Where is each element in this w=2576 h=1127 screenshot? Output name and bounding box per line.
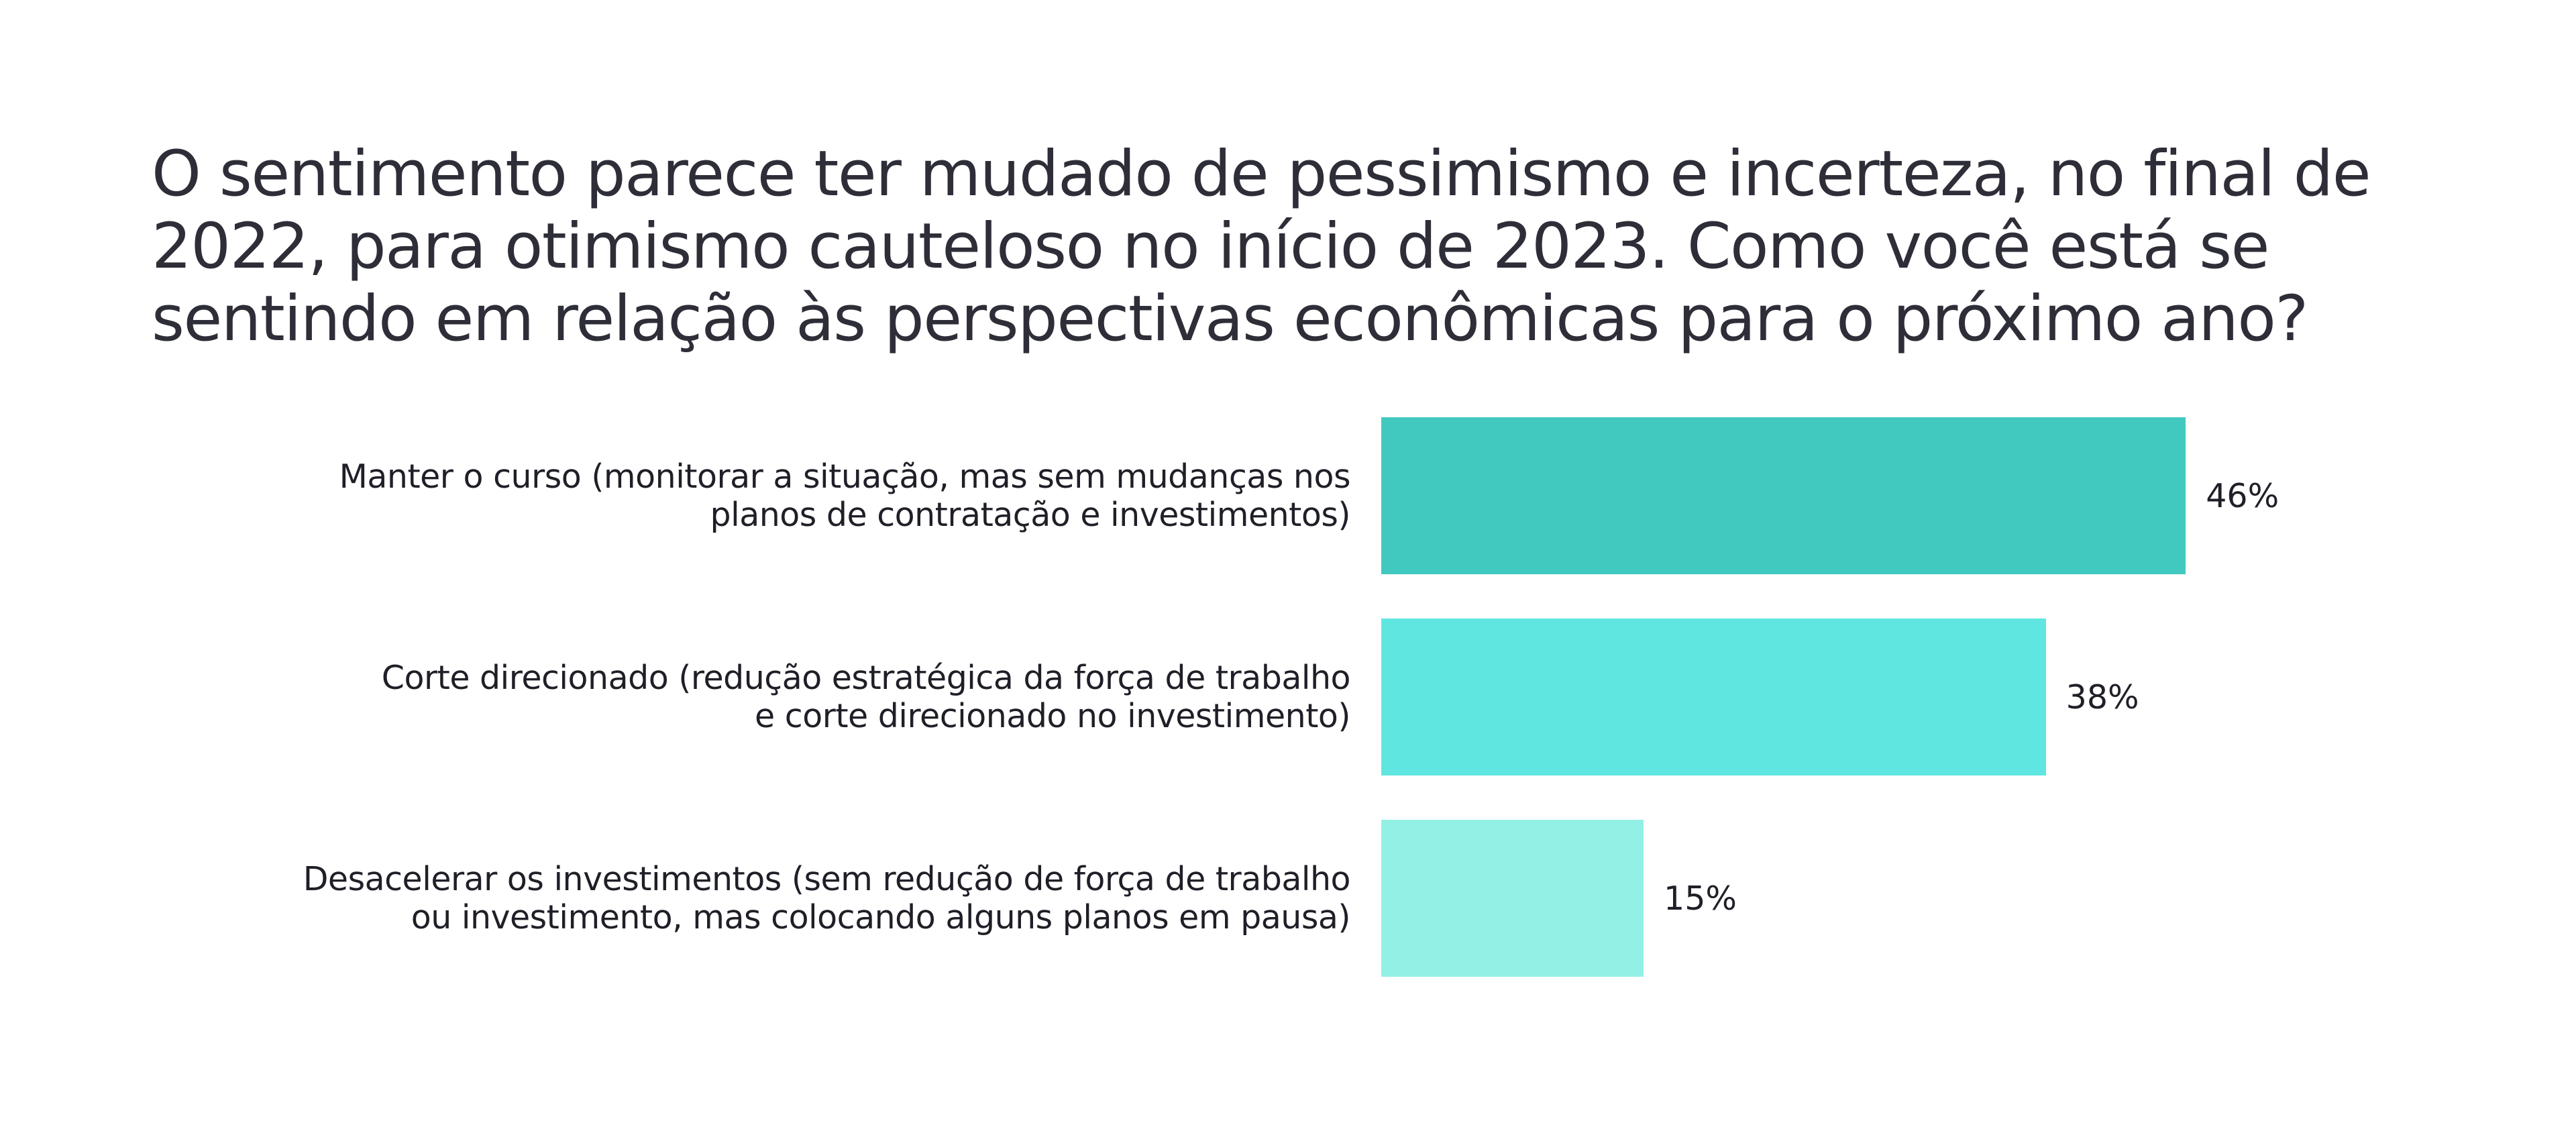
category-label: Manter o curso (monitorar a situação, ma… (339, 417, 1351, 574)
value-label: 38% (2065, 678, 2139, 716)
bar (1381, 619, 2046, 775)
bar-row-corte-direcionado: Corte direcionado (redução estratégica d… (0, 619, 2576, 775)
category-label: Desacelerar os investimentos (sem reduçã… (303, 820, 1351, 977)
bar-row-desacelerar-investimentos: Desacelerar os investimentos (sem reduçã… (0, 820, 2576, 977)
value-label: 15% (1664, 879, 1737, 918)
chart-title-line-2: 2022, para otimismo cauteloso no início … (152, 210, 2269, 283)
value-label: 46% (2206, 476, 2279, 515)
chart-title-line-1: O sentimento parece ter mudado de pessim… (152, 138, 2371, 211)
category-label-line-1: Manter o curso (monitorar a situação, ma… (339, 458, 1351, 496)
category-label-line-2: planos de contratação e investimentos) (710, 496, 1351, 534)
category-label-line-2: ou investimento, mas colocando alguns pl… (411, 898, 1351, 936)
category-label: Corte direcionado (redução estratégica d… (381, 619, 1351, 775)
category-label-line-1: Desacelerar os investimentos (sem reduçã… (303, 860, 1351, 898)
chart-title: O sentimento parece ter mudado de pessim… (152, 138, 2371, 356)
chart-title-line-3: sentindo em relação às perspectivas econ… (152, 282, 2308, 356)
bar (1381, 417, 2186, 574)
bar-row-manter-o-curso: Manter o curso (monitorar a situação, ma… (0, 417, 2576, 574)
category-label-line-2: e corte direcionado no investimento) (755, 697, 1350, 735)
bar (1381, 820, 1644, 977)
category-label-line-1: Corte direcionado (redução estratégica d… (381, 659, 1351, 697)
